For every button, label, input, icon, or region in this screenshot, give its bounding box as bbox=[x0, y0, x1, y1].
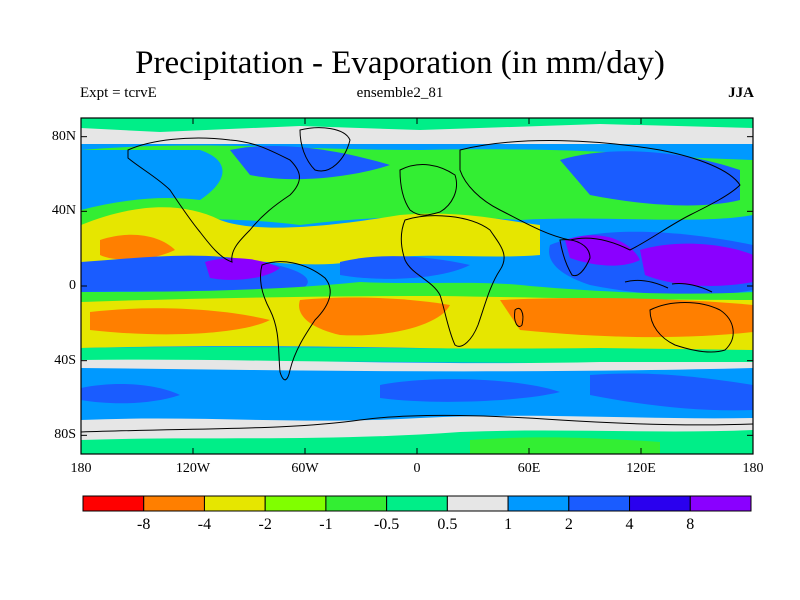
field-south-orange-atlantic bbox=[299, 297, 450, 336]
field-north-subtropics bbox=[81, 207, 540, 266]
field-arctic-green bbox=[81, 118, 753, 132]
map-title: Precipitation - Evaporation (in mm/day) bbox=[135, 45, 665, 81]
colorbar-label: 2 bbox=[564, 516, 573, 533]
colorbar-label: -1 bbox=[319, 516, 333, 533]
colorbar-label: -4 bbox=[197, 516, 212, 533]
colorbar-label: 8 bbox=[686, 516, 695, 533]
colorbar-label: 0.5 bbox=[437, 516, 458, 533]
field-south-orange-indian bbox=[500, 297, 753, 338]
colorbar-label: 1 bbox=[504, 516, 513, 533]
field-north-pacific-light bbox=[81, 150, 223, 210]
field-equatorial-green bbox=[81, 282, 753, 303]
field-itcz-purple bbox=[205, 258, 280, 280]
lon-label: 60E bbox=[517, 461, 541, 476]
colorbar-box bbox=[689, 495, 752, 512]
field-south-transition bbox=[81, 347, 753, 364]
field-north-blue bbox=[230, 145, 390, 180]
field-asian-purple bbox=[565, 235, 753, 286]
colorbar-label: -0.5 bbox=[373, 516, 400, 533]
lat-label: 80S bbox=[54, 427, 76, 443]
colorbar-label: -2 bbox=[258, 516, 272, 533]
season-label: JJA bbox=[728, 85, 754, 101]
lon-label: 120W bbox=[175, 461, 211, 476]
lon-label: 0 bbox=[413, 461, 421, 476]
colorbar-box bbox=[82, 495, 145, 512]
field-southern-ocean-dark bbox=[81, 373, 753, 411]
colorbar-box bbox=[325, 495, 388, 512]
field-north-subtropics-orange bbox=[100, 234, 175, 260]
colorbar-box bbox=[629, 495, 691, 512]
colorbar-box bbox=[143, 495, 205, 512]
field-north-blue-asia bbox=[560, 151, 740, 206]
colorbar-label: -8 bbox=[137, 516, 151, 533]
colorbar-label: 4 bbox=[625, 516, 634, 533]
field-south-whiteband bbox=[81, 359, 753, 372]
lon-label: 60W bbox=[291, 461, 319, 476]
field-south-orange-pacific bbox=[90, 308, 270, 335]
experiment-label: Expt = tcrvE bbox=[80, 85, 157, 101]
run-label: ensemble2_81 bbox=[356, 85, 444, 101]
colorbar-box bbox=[203, 495, 266, 512]
lat-label: 40S bbox=[54, 352, 76, 368]
field-antarctic-lightgreen bbox=[470, 437, 660, 454]
colorbar-box bbox=[446, 495, 509, 512]
lat-label: 40N bbox=[51, 203, 76, 219]
lon-label: 180 bbox=[70, 461, 92, 476]
lon-label: 120E bbox=[626, 461, 656, 476]
field-itcz-atlantic bbox=[340, 256, 470, 279]
coastlines bbox=[81, 127, 753, 433]
colorbar-box bbox=[386, 495, 448, 512]
colorbar-box bbox=[264, 495, 327, 512]
lat-label: 0 bbox=[69, 278, 76, 293]
colorbar-box bbox=[507, 495, 570, 512]
colorbar-box bbox=[568, 495, 631, 512]
axis-ticks bbox=[80, 118, 754, 454]
lat-label: 80N bbox=[51, 128, 76, 144]
lon-label: 180 bbox=[742, 461, 764, 476]
